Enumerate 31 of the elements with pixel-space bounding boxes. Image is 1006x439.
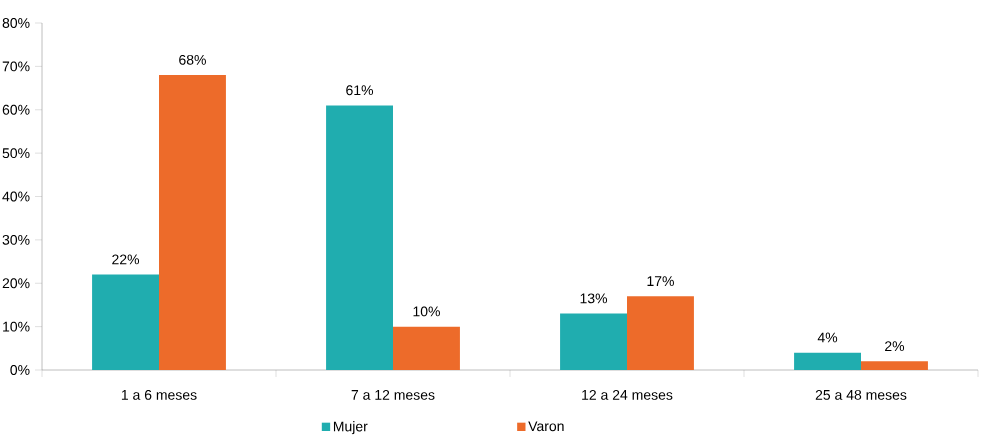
y-tick-label: 40% bbox=[2, 191, 30, 202]
bar bbox=[560, 313, 627, 370]
bar bbox=[794, 352, 861, 370]
data-label: 68% bbox=[179, 54, 206, 65]
x-tick-label: 25 a 48 meses bbox=[815, 389, 907, 400]
bar bbox=[159, 75, 226, 370]
bar bbox=[92, 274, 159, 370]
y-tick-label: 80% bbox=[2, 18, 30, 28]
bar bbox=[326, 105, 393, 370]
y-tick-label: 0% bbox=[10, 365, 30, 375]
y-tick-label: 70% bbox=[2, 61, 30, 72]
legend-label: Varon bbox=[528, 421, 564, 432]
data-label: 4% bbox=[817, 332, 838, 343]
legend-label: Mujer bbox=[333, 421, 368, 435]
data-label: 22% bbox=[112, 254, 140, 265]
data-label: 61% bbox=[346, 85, 374, 96]
data-label: 13% bbox=[580, 293, 608, 304]
x-tick-label: 12 a 24 meses bbox=[582, 389, 673, 400]
bar bbox=[861, 361, 928, 370]
bar bbox=[627, 296, 694, 370]
y-tick-label: 20% bbox=[2, 278, 30, 289]
data-label: 10% bbox=[413, 306, 440, 317]
y-tick-label: 50% bbox=[2, 148, 30, 159]
x-tick-label: 1 a 6 meses bbox=[121, 389, 197, 400]
data-label: 17% bbox=[647, 276, 674, 286]
data-label: 2% bbox=[885, 341, 905, 352]
bar bbox=[393, 326, 460, 370]
y-tick-label: 30% bbox=[2, 234, 30, 245]
y-tick-label: 10% bbox=[3, 321, 30, 332]
y-tick-label: 60% bbox=[2, 104, 30, 115]
x-tick-label: 7 a 12 meses bbox=[351, 389, 435, 400]
